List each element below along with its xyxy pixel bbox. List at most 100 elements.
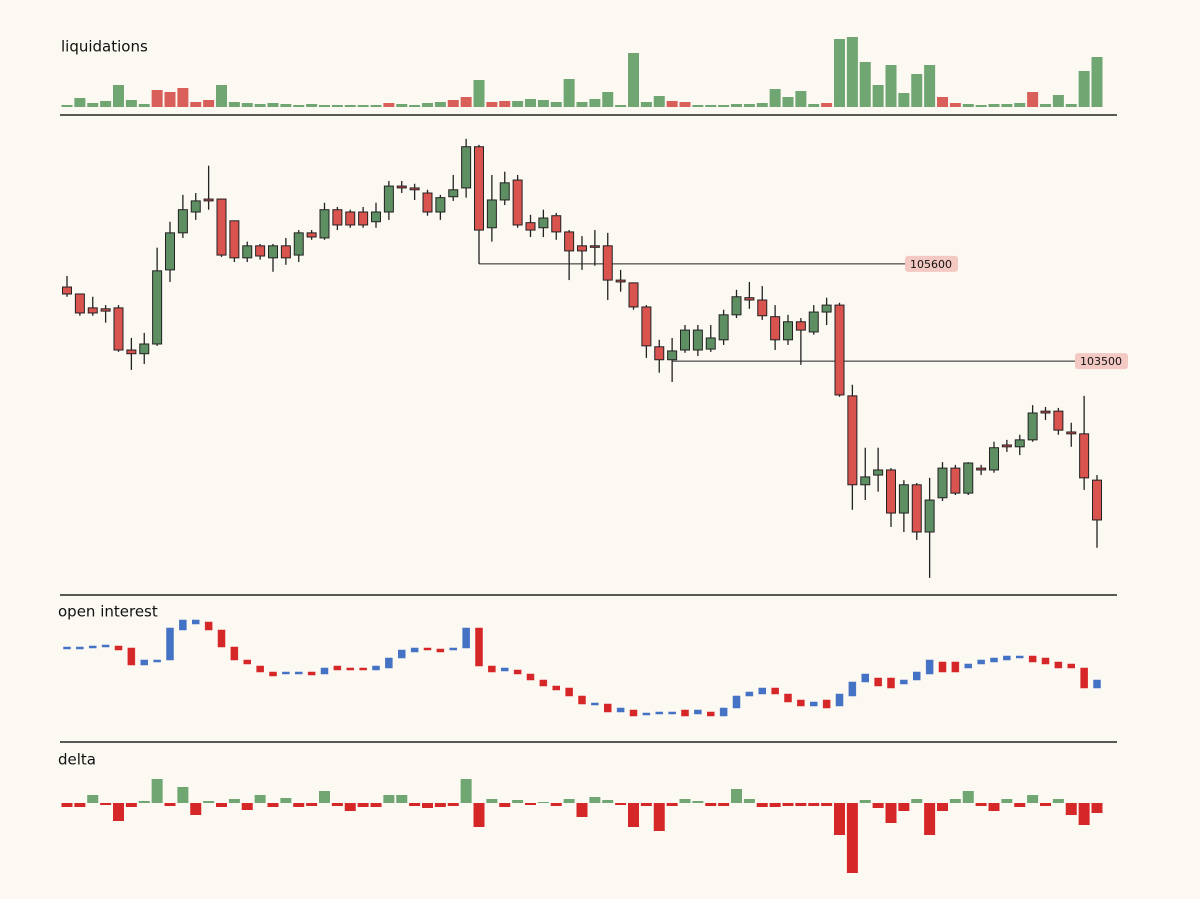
bar bbox=[344, 803, 356, 811]
candle-body bbox=[900, 679, 908, 685]
candle-body bbox=[177, 209, 188, 234]
candle-body bbox=[925, 659, 934, 675]
candle-body bbox=[681, 709, 689, 717]
candle-body bbox=[654, 346, 665, 361]
bar bbox=[872, 85, 884, 107]
bar bbox=[254, 795, 266, 803]
bar bbox=[228, 102, 240, 107]
panel-title: liquidations bbox=[61, 38, 148, 56]
bar bbox=[589, 99, 601, 107]
candle-body bbox=[1014, 439, 1025, 448]
candle-body bbox=[501, 667, 509, 672]
candle-body bbox=[359, 667, 367, 671]
candle-body bbox=[938, 661, 947, 673]
candle-body bbox=[874, 677, 882, 687]
bar bbox=[319, 105, 330, 107]
candle-body bbox=[990, 657, 998, 663]
candle-body bbox=[512, 179, 523, 226]
bar bbox=[486, 102, 498, 107]
candle-body bbox=[757, 299, 768, 317]
candle-body bbox=[461, 146, 472, 189]
candle-body bbox=[1093, 679, 1101, 689]
candle-body bbox=[783, 321, 793, 341]
candle-body bbox=[422, 192, 433, 213]
candle-body bbox=[306, 232, 317, 238]
candle-body bbox=[113, 307, 124, 351]
bar bbox=[872, 803, 884, 808]
bar bbox=[1052, 95, 1064, 107]
bar bbox=[422, 103, 433, 107]
candle-body bbox=[718, 314, 729, 341]
candle-body bbox=[1003, 655, 1011, 661]
bar bbox=[731, 104, 742, 107]
bar bbox=[344, 105, 356, 107]
bar bbox=[1078, 71, 1090, 107]
bar bbox=[602, 800, 614, 803]
candle-body bbox=[667, 350, 678, 361]
candle-body bbox=[383, 185, 394, 213]
candle-body bbox=[269, 671, 277, 677]
bar bbox=[125, 803, 137, 807]
candle-body bbox=[280, 245, 291, 259]
bar bbox=[679, 102, 691, 107]
candle-body bbox=[462, 627, 470, 649]
bar bbox=[499, 803, 511, 807]
bar bbox=[254, 104, 266, 107]
bar bbox=[834, 39, 845, 107]
candle-body bbox=[398, 649, 406, 659]
bar bbox=[602, 92, 614, 107]
candle-body bbox=[898, 484, 909, 514]
candle-body bbox=[179, 619, 187, 631]
bar bbox=[949, 799, 961, 803]
bar bbox=[1065, 803, 1077, 815]
bar bbox=[537, 100, 549, 107]
candle-body bbox=[913, 671, 921, 681]
candle-body bbox=[731, 296, 742, 316]
bar bbox=[640, 102, 652, 107]
bar bbox=[409, 105, 421, 107]
bar bbox=[743, 104, 755, 107]
bar bbox=[125, 100, 137, 107]
candle-body bbox=[1053, 410, 1064, 431]
bar bbox=[808, 104, 820, 107]
bar bbox=[1014, 803, 1026, 807]
bar bbox=[100, 803, 112, 805]
bar bbox=[743, 799, 755, 803]
candle-body bbox=[539, 679, 548, 687]
candle-body bbox=[101, 644, 110, 648]
candle-body bbox=[692, 329, 703, 351]
bar bbox=[331, 105, 343, 107]
bar bbox=[563, 799, 575, 803]
candle-body bbox=[552, 685, 560, 691]
candle-body bbox=[694, 709, 702, 715]
candle-body bbox=[358, 211, 369, 226]
candle-body bbox=[707, 711, 715, 717]
candle-body bbox=[951, 661, 960, 673]
candle-body bbox=[216, 198, 227, 256]
candle-body bbox=[409, 187, 420, 191]
bar bbox=[821, 103, 833, 107]
candle-body bbox=[835, 693, 844, 707]
candle-body bbox=[565, 687, 573, 697]
bar bbox=[692, 105, 704, 107]
candle-body bbox=[578, 695, 586, 705]
candle-body bbox=[448, 189, 459, 198]
candle-body bbox=[1079, 433, 1090, 479]
bar bbox=[422, 803, 433, 808]
bar bbox=[885, 803, 897, 823]
candle-body bbox=[242, 245, 253, 259]
bar bbox=[885, 65, 897, 107]
bar bbox=[615, 105, 627, 107]
candle-body bbox=[616, 707, 625, 713]
candle-body bbox=[62, 286, 72, 295]
candle-body bbox=[139, 343, 150, 355]
bar bbox=[525, 99, 536, 107]
bar bbox=[898, 803, 910, 811]
bar bbox=[203, 801, 215, 803]
bar bbox=[151, 90, 163, 107]
candle-body bbox=[256, 665, 264, 673]
candle-body bbox=[320, 667, 329, 675]
bar bbox=[486, 799, 498, 803]
candle-body bbox=[192, 619, 200, 625]
candle-body bbox=[140, 659, 148, 666]
